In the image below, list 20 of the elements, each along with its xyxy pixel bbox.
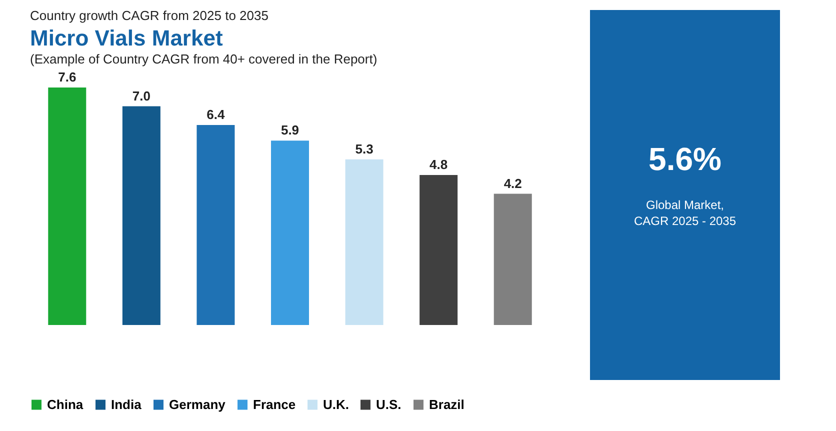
legend-label: U.K. bbox=[323, 396, 349, 412]
text: 5.6% bbox=[648, 141, 722, 177]
data-label: 7.6 bbox=[58, 70, 76, 84]
legend-label: Brazil bbox=[429, 396, 464, 412]
legend-label: Germany bbox=[169, 396, 226, 412]
text: Global Market, bbox=[646, 198, 724, 212]
data-label: 6.4 bbox=[206, 107, 226, 122]
legend-label: India bbox=[111, 396, 142, 412]
text: CAGR 2025 - 2035 bbox=[634, 214, 736, 228]
data-label: 4.8 bbox=[430, 157, 448, 172]
data-label: 4.2 bbox=[504, 176, 522, 191]
chart-title: Micro Vials Market bbox=[30, 26, 224, 50]
legend-label: France bbox=[253, 396, 296, 412]
text: Country growth CAGR from 2025 to 2035 bbox=[30, 8, 268, 23]
data-label: 5.9 bbox=[280, 122, 300, 138]
chart-subtitle: (Example of Country CAGR from 40+ covered in the Report) bbox=[30, 52, 378, 66]
legend-label: U.S. bbox=[376, 396, 402, 412]
data-label: 7.0 bbox=[132, 88, 150, 104]
data-label: 5.3 bbox=[355, 141, 374, 156]
legend-label: China bbox=[47, 396, 84, 412]
